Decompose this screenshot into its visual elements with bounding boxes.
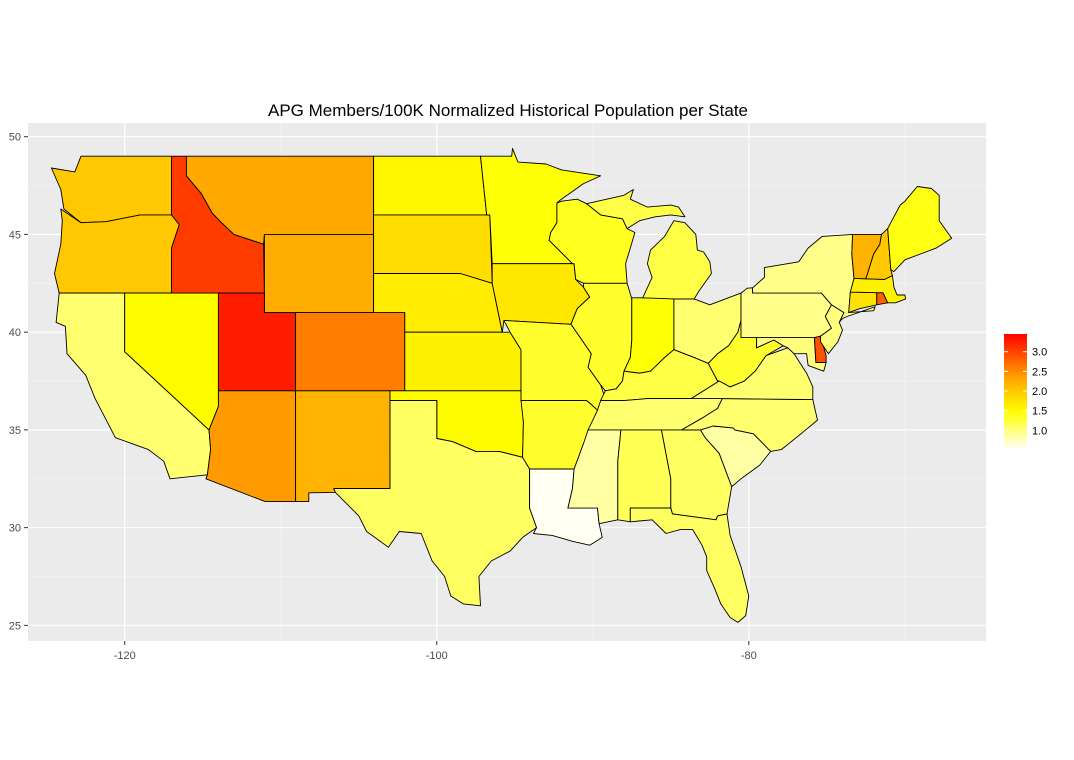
- state-polygons: [50, 147, 953, 623]
- x-axis: -120 -100 -80: [114, 641, 757, 662]
- y-tick-label: 50: [9, 132, 21, 144]
- state-oregon: [54, 208, 180, 294]
- state-north-carolina: [681, 398, 818, 452]
- x-tick-label: -80: [741, 650, 757, 662]
- state-florida: [629, 507, 750, 623]
- state-michigan: [642, 220, 712, 300]
- state-north-dakota: [373, 155, 488, 216]
- legend-label: 1.0: [1032, 425, 1047, 437]
- x-tick-label: -100: [426, 650, 448, 662]
- state-maine: [887, 186, 953, 273]
- legend-label: 1.5: [1032, 406, 1047, 418]
- color-legend: 1.0 1.5 2.0 2.5 3.0: [1004, 334, 1047, 450]
- y-tick-label: 35: [9, 425, 21, 437]
- x-tick-label: -120: [114, 650, 136, 662]
- state-wyoming: [263, 233, 375, 314]
- chart-title: APG Members/100K Normalized Historical P…: [268, 101, 748, 120]
- y-tick-label: 30: [9, 523, 21, 535]
- legend-label: 2.0: [1032, 386, 1047, 398]
- state-south-dakota: [373, 214, 493, 284]
- state-minnesota: [480, 147, 602, 265]
- state-kansas: [404, 331, 522, 392]
- state-colorado: [295, 312, 406, 392]
- y-axis: 25 30 35 40 45 50: [9, 132, 28, 632]
- y-tick-label: 45: [9, 229, 21, 241]
- state-michigan-up: [586, 189, 686, 230]
- legend-colorbar: [1004, 334, 1027, 450]
- state-pennsylvania: [740, 287, 832, 339]
- y-tick-label: 25: [9, 620, 21, 632]
- state-texas: [333, 400, 538, 607]
- y-tick-label: 40: [9, 327, 21, 339]
- legend-label: 3.0: [1032, 347, 1047, 359]
- legend-label: 2.5: [1032, 366, 1047, 378]
- state-new-mexico: [295, 390, 391, 503]
